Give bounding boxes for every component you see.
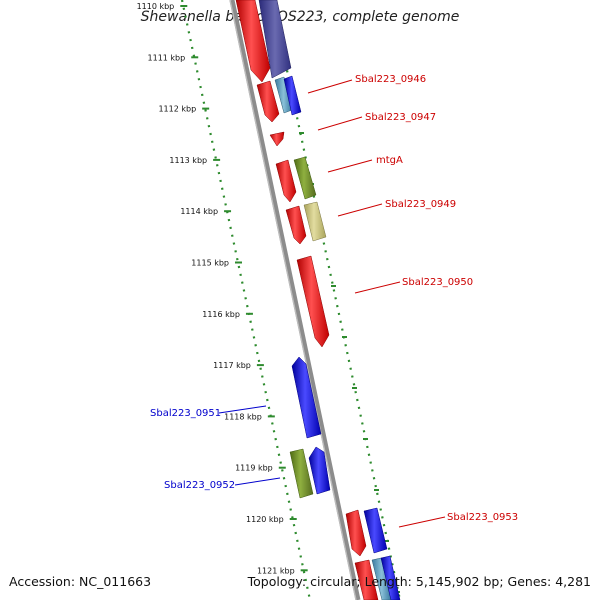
feature-trna[interactable] — [289, 448, 314, 499]
genome-backbone — [229, 0, 361, 600]
feature-cds-forward[interactable] — [345, 509, 367, 557]
scale-tick-label: 1112 kbp — [158, 105, 196, 114]
feature-cds-reverse[interactable] — [258, 0, 292, 79]
gene-labels: Sbal223_0946 Sbal223_0947 mtgA Sbal223_0… — [150, 74, 518, 523]
scale-ticks: 1110 kbp 1111 kbp 1112 kbp 1113 kbp 1114 kbp… — [137, 2, 308, 575]
feature-cds-reverse[interactable] — [308, 446, 331, 495]
gene-label[interactable]: Sbal223_0947 — [365, 112, 436, 123]
scale-tick-label: 1121 kbp — [257, 566, 295, 575]
map-title: Shewanella baltica OS223, complete genom… — [140, 9, 460, 25]
feature-cds-forward[interactable] — [275, 159, 297, 203]
scale-tick-label: 1120 kbp — [246, 515, 284, 524]
summary-text: Topology: circular; Length: 5,145,902 bp… — [247, 574, 591, 589]
feature-cds-forward[interactable] — [285, 205, 307, 245]
scale-tick-label: 1117 kbp — [213, 361, 251, 370]
scale-tick-label: 1110 kbp — [137, 2, 175, 11]
gene-label[interactable]: Sbal223_0949 — [385, 199, 456, 210]
label-leaders — [218, 79, 446, 528]
gene-label[interactable]: Sbal223_0952 — [164, 480, 235, 491]
feature-cds-reverse[interactable] — [371, 557, 392, 600]
feature-cds-reverse[interactable] — [380, 555, 401, 600]
feature-cds-reverse[interactable] — [363, 507, 388, 554]
feature-cds-forward[interactable] — [269, 131, 285, 147]
feature-trna[interactable] — [293, 156, 317, 200]
feature-cds-forward[interactable] — [235, 0, 271, 83]
feature-cds-reverse[interactable] — [283, 75, 302, 116]
gene-label[interactable]: Sbal223_0951 — [150, 408, 221, 419]
features — [235, 0, 401, 600]
scale-tick-label: 1115 kbp — [191, 259, 229, 268]
scale-tick-label: 1118 kbp — [224, 412, 262, 421]
scale-tick-label: 1114 kbp — [180, 207, 218, 216]
scale-tick-label: 1116 kbp — [202, 310, 240, 319]
gene-label[interactable]: Sbal223_0950 — [402, 277, 473, 288]
feature-cds-forward[interactable] — [296, 255, 330, 348]
gene-label[interactable]: mtgA — [376, 155, 403, 166]
feature-other[interactable] — [303, 201, 327, 242]
accession-text: Accession: NC_011663 — [9, 574, 152, 589]
feature-cds-forward[interactable] — [354, 559, 379, 600]
feature-cds-reverse[interactable] — [291, 356, 322, 439]
gene-label[interactable]: Sbal223_0953 — [447, 512, 518, 523]
scale-tick-label: 1113 kbp — [169, 156, 207, 165]
scale-tick-label: 1119 kbp — [235, 464, 273, 473]
scale-tick-label: 1111 kbp — [148, 53, 186, 62]
gene-label[interactable]: Sbal223_0946 — [355, 74, 426, 85]
feature-cds-forward[interactable] — [256, 80, 280, 123]
